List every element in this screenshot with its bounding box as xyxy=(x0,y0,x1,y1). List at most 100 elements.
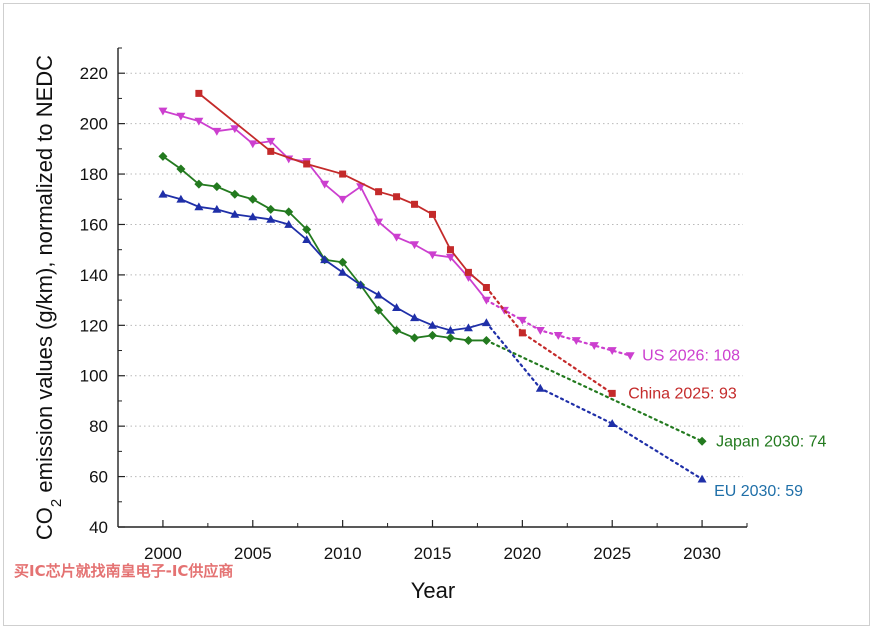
target-label: China 2025: 93 xyxy=(628,385,737,402)
data-point xyxy=(428,251,437,260)
y-axis-title: CO2 emission values (g/km), normalized t… xyxy=(32,55,65,540)
target-label: Japan 2030: 74 xyxy=(716,433,826,450)
data-point xyxy=(176,164,186,174)
data-point xyxy=(158,151,168,161)
data-point xyxy=(445,253,455,262)
projection-line xyxy=(485,286,614,395)
data-point xyxy=(230,125,240,134)
data-point xyxy=(446,246,454,254)
data-point xyxy=(338,257,348,267)
x-axis-title: Year xyxy=(411,578,455,603)
data-point xyxy=(320,180,330,189)
y-tick-label: 180 xyxy=(80,165,108,184)
y-tick-label: 220 xyxy=(80,64,108,83)
data-point xyxy=(302,225,312,235)
series-line xyxy=(162,110,488,301)
data-point xyxy=(481,296,491,305)
data-point xyxy=(194,117,204,126)
projection-point xyxy=(625,352,635,361)
data-point xyxy=(410,313,420,322)
projection-point xyxy=(535,326,545,335)
data-point xyxy=(392,233,402,242)
target-label: US 2026: 108 xyxy=(642,348,740,365)
projection-point xyxy=(697,474,707,483)
data-point xyxy=(176,112,186,121)
data-point xyxy=(464,268,472,276)
data-point xyxy=(356,280,366,289)
projection-point xyxy=(553,332,563,340)
data-point xyxy=(212,204,222,213)
data-point xyxy=(374,218,384,227)
target-label: EU 2030: 59 xyxy=(714,483,803,500)
data-point xyxy=(410,333,420,343)
data-point xyxy=(284,207,294,217)
data-point xyxy=(303,160,311,168)
data-point xyxy=(374,290,384,299)
projection-point xyxy=(517,316,527,325)
data-point xyxy=(266,204,276,214)
watermark-text: 买IC芯片就找南皇电子-IC供应商 xyxy=(14,562,234,580)
y-tick-label: 200 xyxy=(80,115,108,134)
data-point xyxy=(338,195,348,204)
y-tick-label: 120 xyxy=(80,316,108,335)
projection-line xyxy=(485,321,704,481)
projection-point xyxy=(697,436,707,446)
data-point xyxy=(212,182,222,192)
data-point xyxy=(375,188,383,196)
data-point xyxy=(482,284,490,291)
data-point xyxy=(158,107,168,116)
x-tick-label: 2010 xyxy=(324,544,362,563)
data-point xyxy=(266,214,276,223)
data-point xyxy=(302,235,312,243)
data-point xyxy=(212,127,222,136)
x-tick-label: 2025 xyxy=(593,544,631,563)
data-point xyxy=(374,305,384,315)
data-point xyxy=(339,170,347,178)
data-point xyxy=(411,200,419,208)
x-tick-label: 2030 xyxy=(683,544,721,563)
projection-point xyxy=(571,337,581,345)
projection-point xyxy=(589,342,599,350)
y-tick-label: 160 xyxy=(80,215,108,234)
data-point xyxy=(338,267,348,276)
y-tick-label: 140 xyxy=(80,266,108,285)
data-point xyxy=(410,241,420,250)
data-point xyxy=(248,140,258,149)
data-point xyxy=(429,210,436,218)
data-point xyxy=(481,335,491,345)
x-tick-label: 2000 xyxy=(144,544,182,563)
projection-point xyxy=(608,389,616,397)
y-tick-label: 80 xyxy=(89,417,108,436)
projection-point xyxy=(607,419,617,428)
y-tick-label: 40 xyxy=(89,518,108,537)
y-tick-label: 100 xyxy=(80,367,108,386)
data-point xyxy=(230,209,240,218)
x-tick-label: 2020 xyxy=(503,544,541,563)
data-point xyxy=(267,147,275,155)
projection-point xyxy=(535,383,545,392)
data-point xyxy=(248,194,258,204)
data-point xyxy=(445,325,455,334)
data-point xyxy=(481,318,491,327)
data-point xyxy=(176,194,186,203)
data-point xyxy=(445,333,455,343)
x-tick-label: 2015 xyxy=(414,544,452,563)
data-point xyxy=(248,212,258,221)
projection-point xyxy=(518,329,526,337)
data-point xyxy=(194,179,204,189)
data-point xyxy=(356,183,366,192)
data-point xyxy=(463,323,473,332)
data-point xyxy=(195,89,203,97)
x-tick-label: 2005 xyxy=(234,544,272,563)
projection-line xyxy=(485,339,704,443)
data-point xyxy=(392,303,402,312)
data-point xyxy=(266,137,276,146)
data-point xyxy=(463,274,473,282)
data-point xyxy=(320,255,330,264)
data-point xyxy=(194,202,204,211)
data-point xyxy=(392,325,402,335)
chart-frame xyxy=(3,3,870,626)
data-point xyxy=(428,330,437,340)
y-tick-label: 60 xyxy=(89,468,108,487)
